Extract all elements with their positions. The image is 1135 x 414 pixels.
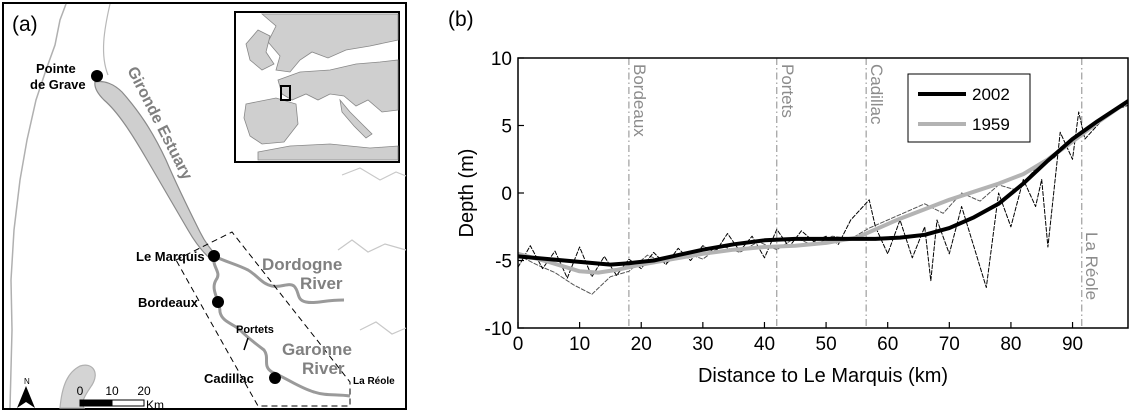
le-marquis-point [208, 250, 220, 262]
town-label-bordeaux: Bordeaux [630, 64, 649, 137]
label-pointe-de-grave-1: Pointe [36, 61, 76, 76]
x-tick-label: 10 [569, 334, 590, 355]
legend-label-2002: 2002 [972, 85, 1010, 104]
north-arrow-icon [17, 386, 35, 408]
scale-bar-light [111, 399, 145, 407]
inset-land-north [260, 13, 399, 73]
y-axis-label: Depth (m) [456, 149, 478, 238]
region-border-3 [359, 321, 407, 335]
study-area-box [175, 231, 351, 407]
chart-panel-label: (b) [448, 8, 474, 31]
label-garonne-1: Garonne [282, 340, 352, 359]
map-panel: (a) Pointe de Grave Le Marquis Bordeaux … [2, 2, 407, 412]
legend-box [907, 73, 1031, 143]
label-pointe-de-grave-2: de Grave [30, 77, 86, 92]
bordeaux-point [212, 296, 224, 308]
inset-land-italy [339, 98, 373, 139]
label-le-marquis: Le Marquis [136, 249, 205, 264]
scale-tick-0: 0 [77, 384, 84, 398]
chart-panel: (b) Bordeaux Portets Cadillac La Réole 0 10 2… [448, 8, 1129, 387]
label-garonne-2: River [302, 359, 345, 378]
plot-frame [517, 57, 1129, 329]
legend: 2002 1959 [907, 73, 1031, 143]
y-tick-label: -5 [495, 252, 512, 273]
y-tick-label: 5 [501, 117, 512, 138]
inset-land-africa [257, 143, 399, 161]
x-tick-label: 20 [631, 334, 652, 355]
scale-bar-dark [79, 399, 113, 407]
series-layer [518, 99, 1128, 295]
series-2002-raw [518, 104, 1128, 288]
north-arrow: N [17, 377, 35, 408]
inset-land-europe [277, 59, 399, 113]
x-tick-label: 0 [513, 334, 524, 355]
label-portets: Portets [236, 324, 274, 336]
y-tick-label: -10 [485, 319, 512, 340]
series-1959 [518, 99, 1128, 275]
garonne-river [212, 255, 351, 398]
dordogne-river [213, 254, 345, 305]
north-label: N [24, 377, 30, 386]
scale-tick-10: 10 [105, 384, 119, 398]
region-border-1 [341, 167, 407, 181]
scale-bar: 0 10 20 Km [77, 384, 164, 412]
town-label-la-r-ole: La Réole [1082, 232, 1101, 300]
x-tick-label: 40 [754, 334, 775, 355]
label-cadillac: Cadillac [204, 371, 254, 386]
north-shore [102, 3, 111, 76]
x-tick-label: 60 [877, 334, 898, 355]
scale-tick-20: 20 [137, 384, 151, 398]
x-tick-label: 30 [692, 334, 713, 355]
region-border-2 [337, 239, 407, 253]
label-dordogne-2: River [300, 274, 343, 293]
x-tick-label: 50 [816, 334, 837, 355]
pointe-de-grave-point [91, 70, 103, 82]
town-label-portets: Portets [778, 64, 797, 118]
label-bordeaux: Bordeaux [138, 295, 199, 310]
inset-map [234, 11, 400, 163]
town-label-cadillac: Cadillac [867, 64, 886, 125]
inset-land-britain [245, 29, 275, 71]
series-2002 [518, 99, 1128, 267]
x-tick-label: 90 [1062, 334, 1083, 355]
x-tick-label: 80 [1000, 334, 1021, 355]
y-tick-label: 0 [501, 184, 512, 205]
label-la-reole: La Réole [353, 376, 395, 387]
map-panel-label: (a) [12, 13, 38, 36]
label-dordogne-1: Dordogne [262, 255, 342, 274]
x-axis-label: Distance to Le Marquis (km) [698, 365, 948, 387]
town-lines: Bordeaux Portets Cadillac La Réole [628, 58, 1101, 328]
axes: 0 10 20 30 40 50 60 70 80 90 -10 -5 0 5 10 [485, 49, 1084, 355]
atlantic-coastline [9, 3, 67, 409]
scale-unit: Km [146, 398, 164, 412]
legend-label-1959: 1959 [972, 115, 1010, 134]
portets-tick [243, 337, 249, 351]
x-tick-label: 70 [939, 334, 960, 355]
inset-study-box [280, 85, 291, 101]
cadillac-point [269, 372, 281, 384]
y-tick-label: 10 [491, 49, 512, 70]
